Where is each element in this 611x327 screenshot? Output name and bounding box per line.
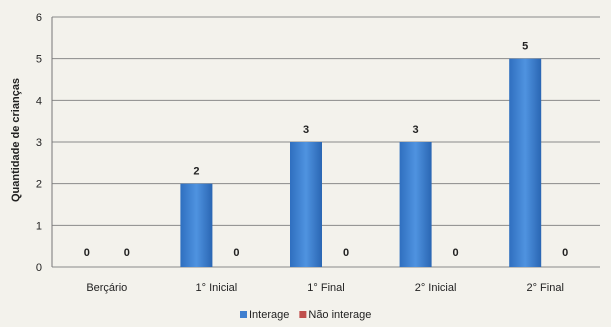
legend-label: Não interage (308, 309, 371, 321)
y-tick-label: 6 (36, 12, 42, 24)
data-label: 2 (193, 166, 199, 178)
data-label: 0 (453, 247, 459, 259)
bar (180, 183, 213, 267)
bars (180, 58, 542, 267)
x-tick-label: 2° Final (526, 282, 563, 294)
data-label: 0 (562, 247, 568, 259)
data-label: 0 (84, 247, 90, 259)
x-tick-label: 1° Final (307, 282, 344, 294)
bar (509, 58, 542, 267)
data-label: 0 (343, 247, 349, 259)
y-tick-label: 1 (36, 220, 42, 232)
data-label: 0 (233, 247, 239, 259)
legend: Interage Não interage (240, 309, 371, 321)
data-label: 3 (413, 124, 419, 136)
data-labels: 0 0 2 0 3 0 3 0 5 0 (84, 41, 569, 259)
y-tick-label: 5 (36, 54, 42, 66)
x-tick-label: Berçário (86, 282, 127, 294)
bar (290, 142, 322, 267)
x-tick-label: 1° Inicial (196, 282, 238, 294)
axes: 0 1 2 3 4 5 6 Berçário 1° Inicial 1° Final 2° Inic… (36, 12, 564, 294)
legend-swatch (299, 311, 307, 318)
legend-label: Interage (249, 309, 289, 321)
y-tick-label: 4 (36, 95, 42, 107)
x-tick-label: 2° Inicial (415, 282, 457, 294)
y-tick-label: 2 (36, 179, 42, 191)
data-label: 3 (303, 124, 309, 136)
y-tick-label: 3 (36, 137, 42, 149)
data-label: 5 (522, 41, 528, 53)
y-axis-label: Quantidade de crianças (10, 78, 22, 202)
legend-swatch (240, 311, 247, 318)
bar (399, 142, 432, 267)
y-tick-label: 0 (36, 262, 42, 274)
gridlines (52, 16, 600, 268)
data-label: 0 (124, 247, 130, 259)
